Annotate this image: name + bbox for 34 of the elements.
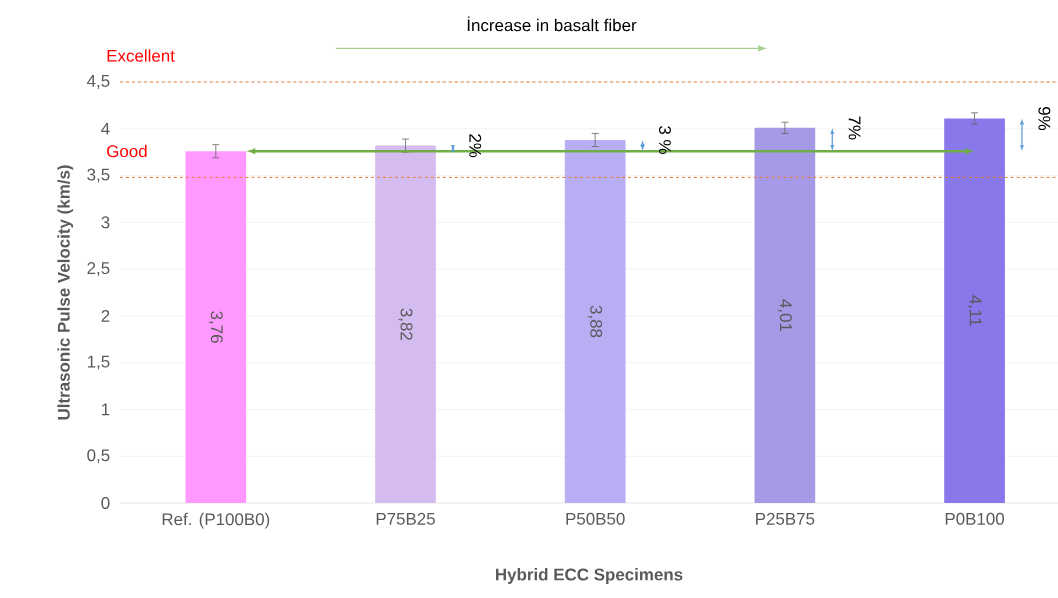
x-tick-label: P75B25 — [376, 512, 435, 525]
annotation: 3 % — [658, 126, 671, 154]
y-tick-label: 0 — [101, 496, 110, 509]
data-label: 3,76 — [208, 311, 223, 343]
data-label: 3,88 — [588, 305, 603, 338]
text: İncrease in basalt fiber — [467, 16, 637, 32]
data-label: 4,11 — [967, 295, 982, 326]
y-tick-label: 0,5 — [87, 449, 110, 464]
y-tick-label: 4,5 — [87, 75, 110, 89]
y-tick-label: 3,5 — [87, 168, 110, 183]
x-tick-label: Ref. (P100B0) — [162, 512, 270, 529]
y-tick-label: 1 — [102, 403, 110, 416]
bar — [754, 127, 816, 503]
data-label: 3,82 — [398, 308, 413, 340]
y-tick-label: 4 — [101, 122, 110, 135]
annotation: 7% — [848, 116, 861, 140]
y-tick-label: 1,5 — [87, 355, 110, 370]
y-axis-title: Ultrasonic Pulse Velocity (km/s) — [57, 165, 74, 420]
x-tick-label: P50B50 — [566, 512, 625, 525]
bar — [564, 139, 626, 503]
bar — [185, 151, 247, 503]
y-tick-label: 2 — [101, 309, 110, 322]
x-tick-label: P25B75 — [756, 512, 815, 525]
x-axis-title: Hybrid ECC Specimens — [496, 568, 683, 584]
data-label: 4,01 — [777, 299, 792, 332]
y-tick-label: 2,5 — [87, 262, 110, 277]
ref-line-label: Good — [107, 144, 147, 158]
x-tick-label: P0B100 — [945, 512, 1005, 525]
ref-line-label: Excellent — [107, 49, 175, 62]
bar — [375, 145, 436, 503]
annotation: 2% — [469, 134, 482, 158]
y-tick-label: 3 — [101, 216, 110, 229]
annotation: 9% — [1038, 107, 1051, 131]
bar — [944, 118, 1005, 503]
